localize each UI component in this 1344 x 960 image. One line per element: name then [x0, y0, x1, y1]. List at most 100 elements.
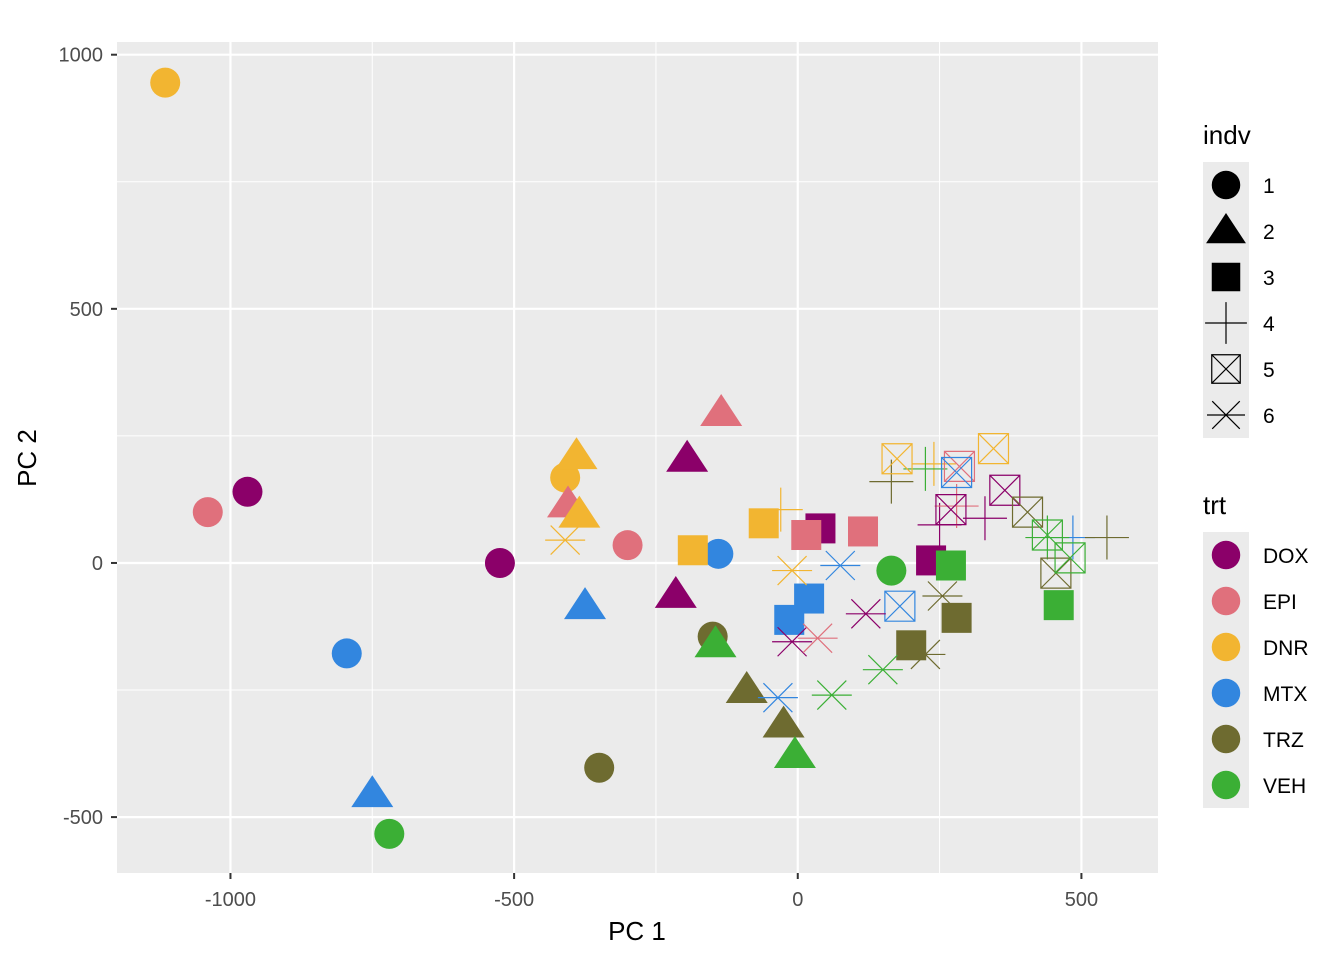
data-point-mtx-boxcross: [884, 590, 916, 622]
data-point-mtx-square: [774, 604, 805, 635]
legend-key-trz: [1211, 724, 1241, 754]
data-point-mtx-circle: [703, 538, 734, 569]
data-point-trz-circle: [584, 752, 615, 783]
x-axis-ticks: -1000 -500 0 500: [205, 873, 1098, 911]
legend-key-dox: [1211, 540, 1241, 570]
data-point-veh-circle: [876, 555, 907, 586]
data-point-dox-triangle: [666, 439, 709, 472]
data-point-trz-square: [896, 630, 927, 661]
legend-key-boxcross: [1211, 354, 1241, 384]
legend-key-background: [1203, 162, 1249, 438]
y-axis-title: PC 2: [12, 429, 42, 487]
x-tick-label: -1000: [205, 889, 256, 911]
y-tick-label: 0: [92, 553, 103, 575]
data-point-mtx-circle: [331, 638, 362, 669]
data-point-dox-boxcross: [935, 493, 967, 526]
legend-title-trt: trt: [1203, 490, 1227, 520]
data-points: [150, 67, 1129, 849]
legend-label-trz: TRZ: [1263, 729, 1304, 752]
legend-key-dnr: [1211, 632, 1241, 662]
legend-label-epi: EPI: [1263, 591, 1297, 614]
data-point-trz-triangle: [725, 671, 768, 703]
data-point-trz-triangle: [762, 705, 805, 738]
data-point-trz-boxcross: [1011, 496, 1044, 528]
legend-key-plus: [1205, 302, 1247, 344]
data-point-mtx-triangle: [351, 775, 394, 808]
legend-label-2: 2: [1263, 221, 1275, 244]
data-point-dnr-square: [677, 535, 708, 566]
legend-label-5: 5: [1263, 359, 1275, 382]
data-point-mtx-asterisk: [820, 550, 861, 581]
x-tick-label: 0: [792, 889, 803, 911]
data-point-trz-plus: [869, 459, 914, 504]
legend-key-epi: [1211, 586, 1241, 616]
legend-label-6: 6: [1263, 405, 1275, 428]
data-point-dnr-circle: [550, 462, 581, 493]
data-point-epi-plus: [934, 484, 979, 529]
data-point-dox-plus: [962, 496, 1007, 541]
minor-gridlines: [117, 42, 1158, 873]
data-point-mtx-asterisk: [757, 682, 798, 713]
data-point-veh-circle: [374, 818, 405, 849]
data-point-dox-circle: [484, 547, 515, 578]
data-point-mtx-boxcross: [941, 456, 973, 489]
data-point-dnr-asterisk: [545, 525, 586, 556]
x-tick-label: 500: [1065, 889, 1098, 911]
legend-key-veh: [1211, 770, 1241, 800]
legend-key-circle: [1211, 170, 1241, 200]
data-point-dnr-triangle: [555, 437, 598, 470]
data-point-dnr-boxcross: [881, 443, 913, 475]
y-axis-ticks: -500 0 500 1000: [59, 45, 117, 829]
data-point-dnr-triangle: [558, 495, 601, 528]
major-gridlines: [117, 42, 1158, 873]
data-point-dnr-plus: [758, 487, 803, 532]
data-point-epi-circle: [192, 497, 223, 528]
data-point-dox-circle: [232, 476, 263, 507]
data-point-mtx-triangle: [564, 587, 607, 620]
data-point-veh-boxcross: [1054, 542, 1086, 574]
y-tick-label: 500: [70, 299, 103, 321]
legend-label-dnr: DNR: [1263, 637, 1309, 660]
legend-label-veh: VEH: [1263, 775, 1306, 798]
data-point-veh-triangle: [694, 625, 737, 658]
data-point-dox-asterisk: [845, 598, 886, 629]
data-point-trz-asterisk: [905, 639, 946, 670]
data-point-epi-asterisk: [797, 623, 838, 654]
legend-key-square: [1211, 262, 1241, 292]
data-point-veh-square: [935, 550, 966, 581]
legend-label-1: 1: [1263, 175, 1275, 198]
data-point-veh-asterisk: [862, 654, 903, 685]
data-point-epi-square: [791, 520, 822, 551]
legend-title-indv: indv: [1203, 120, 1251, 150]
data-point-dox-triangle: [654, 575, 697, 608]
legend-key-mtx: [1211, 678, 1241, 708]
y-tick-label: -500: [63, 807, 103, 829]
data-point-dnr-circle: [150, 67, 181, 98]
legend-key-triangle: [1206, 212, 1246, 244]
legend-label-dox: DOX: [1263, 545, 1309, 568]
x-tick-label: -500: [494, 889, 534, 911]
data-point-dnr-boxcross: [977, 433, 1010, 465]
data-point-epi-triangle: [700, 394, 743, 426]
data-point-epi-square: [848, 516, 879, 547]
legend-label-3: 3: [1263, 267, 1275, 290]
legend-key-background: [1203, 532, 1249, 808]
y-tick-label: 1000: [59, 45, 104, 67]
data-point-veh-square: [1043, 590, 1074, 621]
data-point-dnr-square: [748, 508, 779, 539]
legend-key-asterisk: [1207, 400, 1245, 430]
x-axis-title: PC 1: [608, 916, 666, 946]
data-point-trz-square: [941, 602, 972, 633]
data-point-epi-boxcross: [943, 450, 976, 482]
data-point-dnr-asterisk: [772, 555, 813, 586]
data-point-veh-asterisk: [811, 680, 852, 711]
legend-label-mtx: MTX: [1263, 683, 1307, 706]
data-point-veh-triangle: [773, 736, 816, 769]
data-point-trz-asterisk: [922, 581, 963, 611]
data-point-epi-circle: [612, 530, 643, 561]
data-point-trz-plus: [1084, 515, 1129, 560]
legend-label-4: 4: [1263, 313, 1275, 336]
data-point-dox-asterisk: [772, 626, 813, 657]
legends: indv 1 2 3 4 5 6 trt DOX EPI DNR MTX TRZ VEH: [1203, 120, 1309, 808]
